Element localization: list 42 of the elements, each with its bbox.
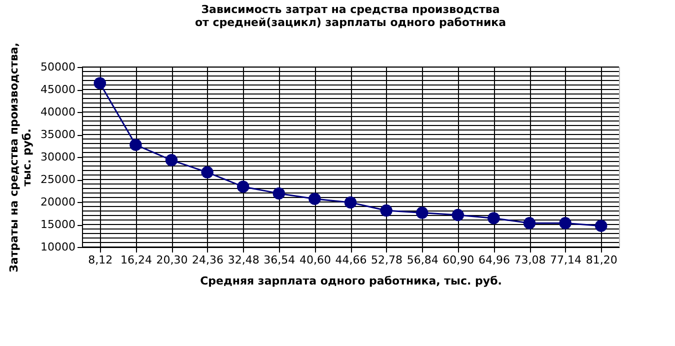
x-tick-label: 44,66	[335, 254, 367, 266]
x-tick-label: 16,24	[120, 254, 152, 266]
point	[559, 217, 572, 230]
x-tick-label: 77,14	[550, 254, 582, 266]
x-tick-label: 40,60	[299, 254, 331, 266]
x-axis-title: Средняя зарплата одного работника, тыс. руб.	[200, 274, 502, 288]
x-tick-label: 81,20	[586, 254, 618, 266]
point	[201, 166, 214, 178]
point	[344, 196, 357, 209]
y-tick-label: 30000	[40, 150, 76, 164]
x-tick-label: 52,78	[371, 254, 403, 266]
x-tick-label: 8,12	[88, 254, 113, 266]
y-tick-label: 20000	[40, 196, 76, 208]
x-tick-label: 36,54	[264, 254, 296, 266]
x-tick-label: 73,08	[514, 254, 546, 266]
y-axis-title: Затраты на средства производства, тыс. руб.	[8, 42, 34, 272]
point	[272, 187, 286, 200]
y-tick-label: 25000	[40, 173, 76, 186]
y-tick-label: 45000	[40, 83, 76, 96]
point	[380, 204, 392, 217]
x-tick-label: 32,48	[228, 254, 260, 266]
x-tick-label: 24,36	[192, 254, 224, 266]
y-tick-label: 10000	[40, 240, 76, 254]
x-tick-label: 56,84	[406, 254, 438, 266]
chart-title: Зависимость затрат на средства производства от средней(зацикл) зарплаты одного работника	[194, 3, 506, 30]
point	[130, 138, 142, 151]
y-tick-label: 40000	[40, 106, 76, 118]
x-tick-label: 20,30	[156, 254, 188, 266]
point	[594, 220, 608, 232]
y-tick-label: 15000	[40, 218, 76, 231]
point	[308, 192, 321, 205]
point	[452, 208, 464, 222]
x-tick-label: 64,96	[478, 254, 510, 266]
point	[94, 77, 106, 90]
point	[236, 180, 250, 193]
y-tick-label: 35000	[40, 128, 76, 141]
point	[416, 206, 428, 219]
point	[488, 212, 500, 224]
y-tick-label: 50000	[40, 60, 76, 74]
point	[523, 217, 536, 230]
point	[165, 154, 178, 166]
x-tick-label: 60,90	[442, 254, 474, 266]
